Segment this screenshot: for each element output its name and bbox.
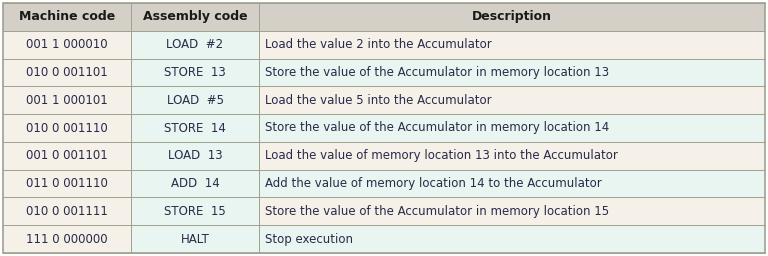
Text: Add the value of memory location 14 to the Accumulator: Add the value of memory location 14 to t…: [265, 177, 602, 190]
Text: 001 0 001101: 001 0 001101: [26, 149, 108, 162]
Bar: [131, 3, 259, 31]
Text: Store the value of the Accumulator in memory location 13: Store the value of the Accumulator in me…: [265, 66, 609, 79]
Text: LOAD  #2: LOAD #2: [167, 38, 223, 51]
Bar: [131, 59, 259, 86]
Bar: [3, 170, 131, 197]
Bar: [131, 31, 259, 59]
Text: Load the value of memory location 13 into the Accumulator: Load the value of memory location 13 int…: [265, 149, 618, 162]
Text: 001 1 000101: 001 1 000101: [26, 94, 108, 107]
Text: 001 1 000010: 001 1 000010: [26, 38, 108, 51]
Bar: [259, 86, 765, 114]
Bar: [259, 3, 765, 31]
Bar: [3, 114, 131, 142]
Bar: [259, 197, 765, 225]
Text: 010 0 001101: 010 0 001101: [26, 66, 108, 79]
Bar: [131, 114, 259, 142]
Text: Description: Description: [472, 10, 552, 23]
Text: HALT: HALT: [180, 233, 210, 246]
Text: STORE  14: STORE 14: [164, 122, 226, 134]
Bar: [259, 225, 765, 253]
Bar: [259, 170, 765, 197]
Text: Store the value of the Accumulator in memory location 15: Store the value of the Accumulator in me…: [265, 205, 609, 218]
Text: Store the value of the Accumulator in memory location 14: Store the value of the Accumulator in me…: [265, 122, 609, 134]
Bar: [3, 59, 131, 86]
Text: Load the value 5 into the Accumulator: Load the value 5 into the Accumulator: [265, 94, 492, 107]
Text: Load the value 2 into the Accumulator: Load the value 2 into the Accumulator: [265, 38, 492, 51]
Bar: [259, 142, 765, 170]
Bar: [3, 3, 131, 31]
Text: LOAD  #5: LOAD #5: [167, 94, 223, 107]
Bar: [259, 31, 765, 59]
Text: 111 0 000000: 111 0 000000: [26, 233, 108, 246]
Text: LOAD  13: LOAD 13: [167, 149, 223, 162]
Bar: [259, 114, 765, 142]
Bar: [3, 197, 131, 225]
Text: STORE  13: STORE 13: [164, 66, 226, 79]
Bar: [3, 86, 131, 114]
Bar: [3, 225, 131, 253]
Text: STORE  15: STORE 15: [164, 205, 226, 218]
Bar: [131, 170, 259, 197]
Bar: [131, 142, 259, 170]
Text: ADD  14: ADD 14: [170, 177, 220, 190]
Bar: [3, 31, 131, 59]
Text: Assembly code: Assembly code: [143, 10, 247, 23]
Text: 010 0 001111: 010 0 001111: [26, 205, 108, 218]
Bar: [131, 86, 259, 114]
Bar: [131, 225, 259, 253]
Bar: [131, 197, 259, 225]
Text: 011 0 001110: 011 0 001110: [26, 177, 108, 190]
Text: 010 0 001110: 010 0 001110: [26, 122, 108, 134]
Bar: [3, 142, 131, 170]
Text: Machine code: Machine code: [19, 10, 115, 23]
Bar: [259, 59, 765, 86]
Text: Stop execution: Stop execution: [265, 233, 353, 246]
